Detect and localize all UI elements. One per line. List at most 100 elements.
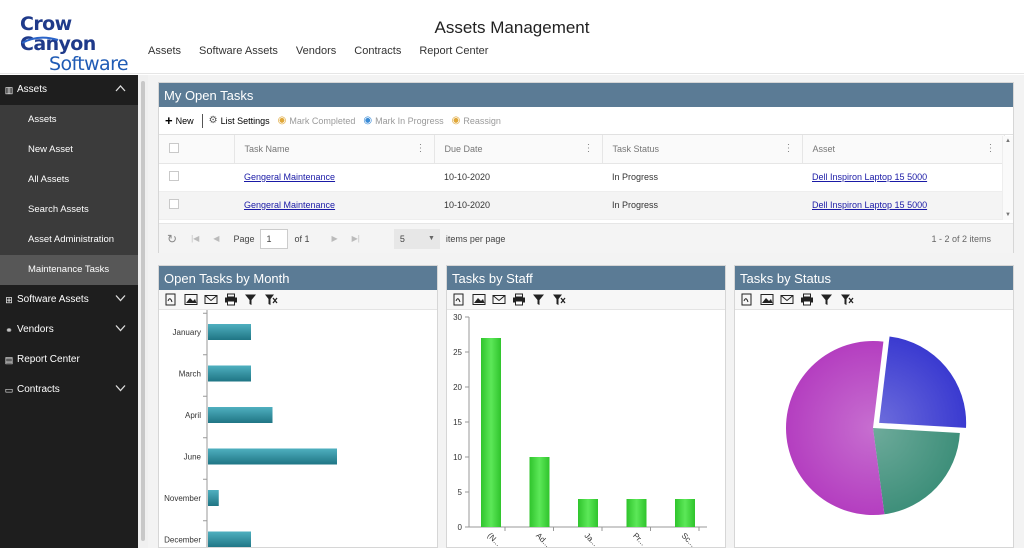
refresh-icon[interactable]: ↻ (167, 231, 178, 246)
asset-link[interactable]: Dell Inspiron Laptop 15 5000 (812, 172, 928, 182)
mark-completed-button[interactable]: ◉ Mark Completed (278, 115, 356, 126)
top-nav-software-assets[interactable]: Software Assets (199, 45, 278, 57)
chevron-down-icon[interactable] (115, 375, 126, 405)
top-nav-assets[interactable]: Assets (148, 45, 182, 57)
new-button[interactable]: + New (165, 113, 194, 128)
due-date-cell: 10-10-2020 (434, 163, 602, 192)
column-menu-icon[interactable]: ⋮ (583, 143, 594, 154)
sidebar-scrollbar[interactable] (138, 75, 148, 548)
bar[interactable] (481, 338, 501, 527)
sidebar-item-contracts[interactable]: ▭ Contracts (0, 375, 138, 405)
gear-icon: ⚙ (208, 115, 218, 126)
sidebar-subitem-search-assets[interactable]: Search Assets (28, 204, 89, 215)
bar[interactable] (675, 499, 695, 527)
row-checkbox[interactable] (169, 199, 179, 209)
asset-link[interactable]: Dell Inspiron Laptop 15 5000 (812, 200, 928, 210)
column-header-asset[interactable]: Asset ⋮ (802, 135, 1005, 164)
column-menu-icon[interactable]: ⋮ (985, 143, 996, 154)
bar[interactable] (208, 531, 251, 548)
column-header-task-status[interactable]: Task Status ⋮ (602, 135, 803, 164)
page-size-select[interactable]: 5 ▼ (393, 228, 440, 249)
column-header-task-name[interactable]: Task Name ⋮ (234, 135, 435, 164)
top-nav-report-center[interactable]: Report Center (419, 45, 489, 57)
filter-icon[interactable] (819, 293, 834, 306)
company-logo[interactable]: Crow Canyon Software (20, 14, 132, 74)
table-row[interactable]: Gengeral Maintenance 10-10-2020 In Progr… (159, 191, 1004, 220)
bar[interactable] (529, 457, 550, 527)
scrollbar-thumb[interactable] (141, 81, 145, 541)
chart-title-status: Tasks by Status (735, 266, 1013, 290)
email-icon[interactable] (779, 293, 794, 306)
row-checkbox[interactable] (169, 171, 179, 181)
asset-cell: Dell Inspiron Laptop 15 5000 (802, 163, 1004, 192)
scroll-down-icon[interactable]: ▼ (1005, 212, 1011, 218)
sidebar-item-assets[interactable]: ▥ Assets (0, 75, 138, 105)
main-content: My Open Tasks + New ⚙ List Settings ◉ Ma… (148, 75, 1024, 548)
bar[interactable] (208, 407, 273, 423)
table-row[interactable]: Gengeral Maintenance 10-10-2020 In Progr… (159, 163, 1004, 192)
sidebar-subitem-all-assets[interactable]: All Assets (28, 174, 70, 185)
select-all-checkbox[interactable] (169, 142, 179, 153)
top-nav-vendors[interactable]: Vendors (295, 45, 337, 57)
page-number-input[interactable]: 1 (260, 228, 289, 249)
list-settings-button[interactable]: ⚙ List Settings (209, 115, 270, 126)
sidebar-subitem-maintenance-tasks[interactable]: Maintenance Tasks (0, 255, 138, 285)
y-tick-label: 10 (453, 453, 462, 462)
table-scrollbar[interactable]: ▲ ▼ (1002, 136, 1013, 220)
bar[interactable] (208, 490, 219, 506)
print-icon[interactable] (223, 293, 238, 306)
email-icon[interactable] (491, 293, 506, 306)
chevron-down-icon[interactable] (115, 285, 126, 315)
clear-filter-icon[interactable] (839, 293, 854, 306)
image-export-icon[interactable] (471, 293, 486, 306)
print-icon[interactable] (799, 293, 814, 306)
page-title: Assets Management (434, 18, 590, 37)
filter-icon[interactable] (243, 293, 258, 306)
column-menu-icon[interactable]: ⋮ (783, 143, 794, 154)
sidebar-subitem-new-asset[interactable]: New Asset (28, 144, 73, 155)
pie-slice[interactable] (873, 428, 960, 515)
task-name-link[interactable]: Gengeral Maintenance (244, 172, 336, 182)
sidebar-subitem-assets[interactable]: Assets (28, 114, 57, 125)
chevron-up-icon[interactable] (115, 75, 126, 105)
column-menu-icon[interactable]: ⋮ (415, 143, 426, 154)
bar[interactable] (578, 499, 598, 527)
pdf-export-icon[interactable] (739, 293, 754, 306)
sidebar-item-report-center[interactable]: ▤ Report Center (0, 345, 138, 375)
print-icon[interactable] (511, 293, 526, 306)
email-icon[interactable] (203, 293, 218, 306)
bar[interactable] (208, 365, 251, 382)
task-status-cell: In Progress (602, 163, 802, 192)
reassign-button[interactable]: ◉ Reassign (452, 115, 501, 126)
pie-slice[interactable] (879, 336, 967, 428)
pdf-export-icon[interactable] (163, 293, 178, 306)
next-page-icon[interactable]: ▶ (331, 234, 338, 243)
top-nav-contracts[interactable]: Contracts (354, 45, 402, 57)
scroll-up-icon[interactable]: ▲ (1005, 138, 1011, 144)
bar[interactable] (208, 324, 251, 340)
task-name-link[interactable]: Gengeral Maintenance (244, 200, 336, 210)
pdf-export-icon[interactable] (451, 293, 466, 306)
chart-panel-staff: Tasks by Staff 0 5 10 15 20 25 30 (N... Ad... Ja.… (446, 265, 726, 548)
chart-panel-month: Open Tasks by Month January March April Jun… (158, 265, 438, 548)
sidebar-item-vendors[interactable]: ⚭ Vendors (0, 315, 138, 345)
chevron-down-icon[interactable] (115, 315, 126, 345)
sidebar-item-software-assets[interactable]: ⊞ Software Assets (0, 285, 138, 315)
image-export-icon[interactable] (183, 293, 198, 306)
bar[interactable] (626, 499, 647, 527)
clear-filter-icon[interactable] (263, 293, 278, 306)
sidebar-subitem-asset-administration[interactable]: Asset Administration (28, 234, 115, 245)
first-page-icon[interactable]: |◀ (191, 234, 200, 243)
image-export-icon[interactable] (759, 293, 774, 306)
last-page-icon[interactable]: ▶| (351, 234, 360, 243)
pie-slice[interactable] (786, 341, 885, 515)
filter-icon[interactable] (531, 293, 546, 306)
y-tick-label: 30 (453, 313, 462, 322)
column-header-due-date[interactable]: Due Date ⋮ (434, 135, 603, 164)
mark-in-progress-button[interactable]: ◉ Mark In Progress (363, 115, 443, 126)
chart-toolbar (447, 290, 725, 310)
y-tick-label: 15 (453, 418, 462, 427)
prev-page-icon[interactable]: ◀ (213, 234, 220, 243)
clear-filter-icon[interactable] (551, 293, 566, 306)
bar[interactable] (208, 448, 337, 465)
